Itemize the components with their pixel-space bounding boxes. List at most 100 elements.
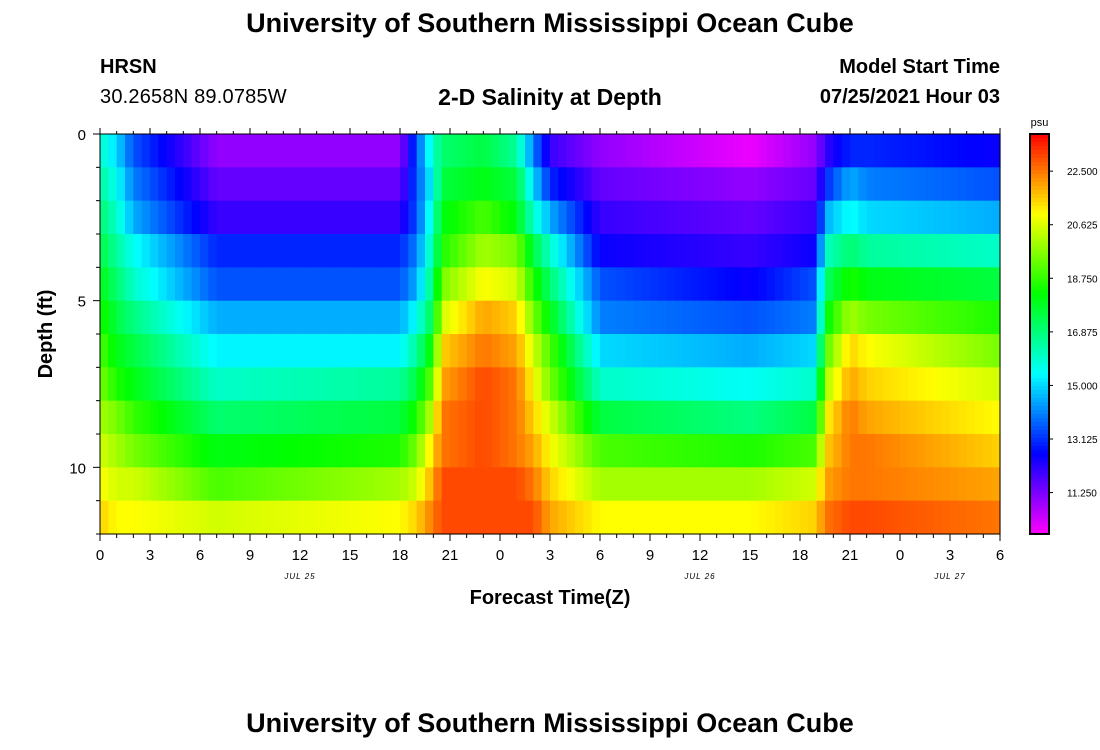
heatmap-cell	[750, 200, 759, 235]
heatmap-cell	[808, 467, 818, 502]
heatmap-cell	[508, 167, 518, 202]
heatmap-cell	[450, 334, 459, 368]
heatmap-cell	[550, 367, 559, 402]
heatmap-cell	[791, 200, 801, 235]
heatmap-cell	[158, 234, 168, 268]
heatmap-cell	[425, 334, 434, 368]
heatmap-cell	[400, 467, 409, 502]
y-tick-label: 0	[78, 127, 86, 144]
heatmap-cell	[441, 367, 451, 402]
heatmap-cell	[500, 267, 509, 302]
heatmap-cell	[650, 367, 659, 402]
colorbar-segment	[1030, 374, 1049, 379]
heatmap-cell	[258, 234, 268, 268]
heatmap-cell	[666, 434, 676, 468]
heatmap-cell	[758, 334, 768, 368]
heatmap-cell	[166, 467, 176, 502]
heatmap-cell	[841, 334, 851, 368]
heatmap-cell	[650, 267, 659, 302]
heatmap-cell	[775, 134, 784, 168]
heatmap-cell	[966, 367, 976, 402]
colorbar-segment	[1030, 358, 1049, 363]
colorbar-segment	[1030, 378, 1049, 383]
heatmap-cell	[208, 434, 218, 468]
heatmap-cell	[200, 167, 209, 202]
heatmap-cell	[941, 467, 951, 502]
heatmap-cell	[833, 200, 843, 235]
heatmap-cell	[708, 334, 718, 368]
x-tick-label: 15	[742, 547, 759, 564]
heatmap-cell	[741, 134, 751, 168]
heatmap-cell	[433, 500, 443, 535]
heatmap-cell	[858, 234, 868, 268]
heatmap-cell	[775, 500, 784, 535]
heatmap-cell	[733, 167, 743, 202]
heatmap-cell	[916, 167, 926, 202]
heatmap-cell	[450, 400, 459, 435]
heatmap-cell	[350, 267, 359, 302]
heatmap-cell	[691, 267, 701, 302]
heatmap-cell	[208, 167, 218, 202]
heatmap-cell	[908, 167, 918, 202]
heatmap-cell	[883, 434, 893, 468]
heatmap-cell	[458, 167, 468, 202]
heatmap-cell	[341, 367, 351, 402]
heatmap-cell	[558, 500, 568, 535]
colorbar-segment	[1030, 466, 1049, 471]
heatmap-cell	[783, 400, 793, 435]
heatmap-cell	[541, 267, 551, 302]
heatmap-cell	[425, 300, 434, 335]
heatmap-cell	[100, 234, 109, 268]
heatmap-cell	[866, 300, 876, 335]
colorbar-segment	[1030, 150, 1049, 155]
heatmap-cell	[183, 467, 193, 502]
heatmap-cell	[516, 367, 526, 402]
heatmap-cell	[933, 267, 943, 302]
heatmap-cell	[550, 334, 559, 368]
heatmap-cell	[441, 200, 451, 235]
heatmap-cell	[475, 467, 484, 502]
heatmap-cell	[641, 467, 651, 502]
heatmap-cell	[633, 434, 643, 468]
heatmap-cell	[375, 167, 384, 202]
heatmap-cell	[950, 500, 959, 535]
heatmap-cell	[866, 467, 876, 502]
heatmap-cell	[875, 267, 884, 302]
heatmap-cell	[941, 200, 951, 235]
station-coordinates: 30.2658N 89.0785W	[100, 86, 287, 108]
heatmap-cell	[133, 267, 143, 302]
heatmap-cell	[550, 167, 559, 202]
heatmap-cell	[816, 467, 826, 502]
heatmap-cell	[433, 300, 443, 335]
heatmap-cell	[583, 467, 593, 502]
heatmap-cell	[433, 467, 443, 502]
heatmap-cell	[866, 400, 876, 435]
heatmap-cell	[175, 300, 184, 335]
heatmap-cell	[800, 434, 809, 468]
heatmap-cell	[550, 267, 559, 302]
heatmap-cell	[425, 434, 434, 468]
heatmap-cell	[108, 167, 118, 202]
colorbar-segment	[1030, 258, 1049, 263]
heatmap-cell	[850, 300, 859, 335]
heatmap-cell	[233, 300, 243, 335]
colorbar-segment	[1030, 222, 1049, 227]
heatmap-cell	[658, 300, 668, 335]
heatmap-cell	[250, 200, 259, 235]
heatmap-cell	[450, 167, 459, 202]
heatmap-cell	[233, 334, 243, 368]
heatmap-cell	[983, 334, 993, 368]
heatmap-cell	[816, 500, 826, 535]
heatmap-cell	[591, 167, 601, 202]
heatmap-cell	[925, 300, 934, 335]
heatmap-cell	[891, 267, 901, 302]
heatmap-cell	[683, 267, 693, 302]
heatmap-cell	[891, 300, 901, 335]
heatmap-cell	[150, 500, 159, 535]
heatmap-cell	[241, 434, 251, 468]
heatmap-cell	[975, 200, 984, 235]
heatmap-cell	[508, 134, 518, 168]
heatmap-cell	[916, 467, 926, 502]
heatmap-cell	[183, 134, 193, 168]
heatmap-cell	[216, 434, 226, 468]
